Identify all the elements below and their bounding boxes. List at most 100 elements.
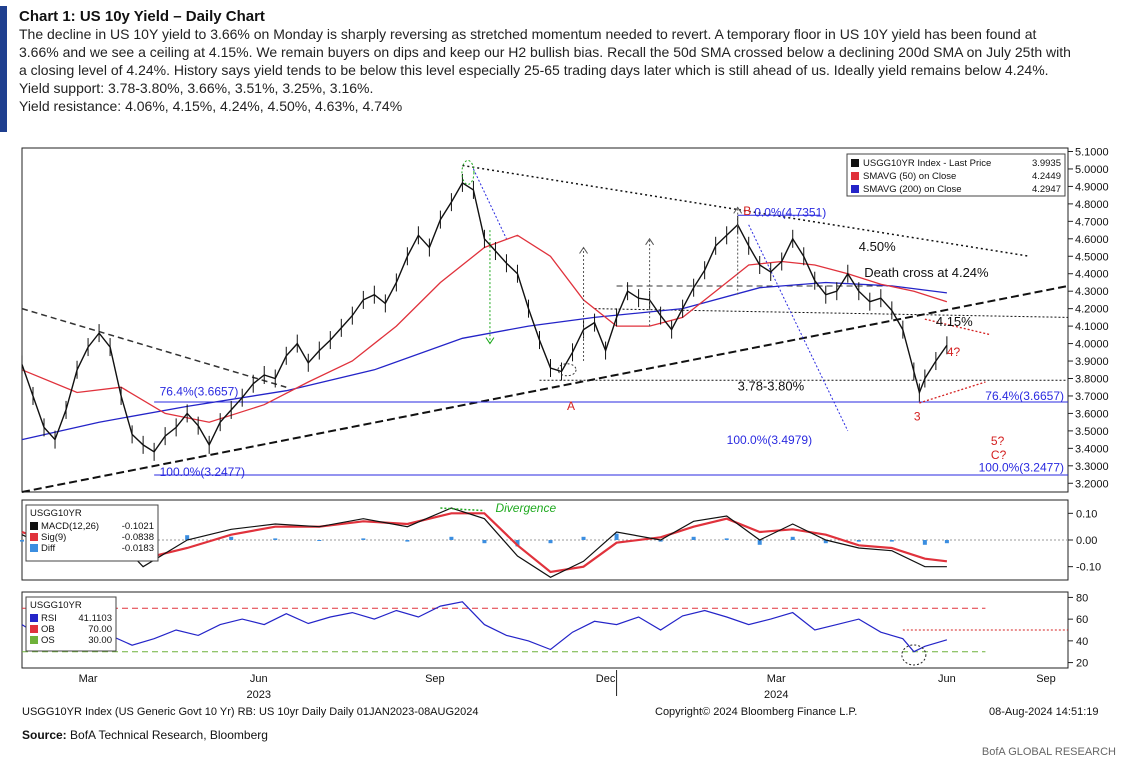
price-ytick-label: 3.8000	[1075, 373, 1109, 385]
x-tick-label: Dec	[596, 673, 616, 685]
macd-diff-bar	[361, 538, 366, 540]
price-ytick-label: 3.2000	[1075, 478, 1109, 490]
fib-764-left-label: 76.4%(3.6657)	[160, 385, 239, 399]
macd-diff-bar	[185, 535, 190, 540]
x-tick-label: Mar	[767, 673, 786, 685]
price-ytick-label: 3.3000	[1075, 461, 1109, 473]
price-panel: 5.1000 5.0000 4.9000 4.8000 4.7000 4.6000 4.50…	[21, 146, 1109, 493]
death-cross-label: Death cross at 4.24%	[864, 265, 989, 280]
chart-header: Chart 1: US 10y Yield – Daily Chart The …	[0, 6, 1122, 132]
macd-diff-bar	[482, 540, 487, 544]
legend-value: -0.1021	[122, 521, 154, 532]
macd-diff-bar	[757, 540, 762, 545]
x-tick-label: Jun	[938, 673, 956, 685]
legend-label: Sig(9)	[41, 532, 66, 543]
label-cq: C?	[991, 448, 1007, 462]
macd-diff-bar	[614, 533, 619, 540]
rsi-legend-title: USGG10YR	[30, 600, 82, 611]
description-line-3: a closing level of 4.24%. History says y…	[19, 62, 1049, 78]
rsi-panel: 80 60 40 20 USGG10YR RSI 41.1103 OB 70.00 OS 30.00	[21, 591, 1088, 670]
price-ytick-label: 5.0000	[1075, 164, 1109, 176]
footer-copyright: Copyright© 2024 Bloomberg Finance L.P.	[655, 706, 858, 718]
source-line: Source: BofA Technical Research, Bloombe…	[22, 728, 268, 742]
year-label: 2024	[764, 689, 788, 700]
price-ytick-label: 3.7000	[1075, 391, 1109, 403]
target-arrow-3-head	[733, 206, 743, 214]
macd-diff-bar	[273, 538, 278, 540]
fib-100-right-label: 100.0%(3.2477)	[979, 461, 1064, 475]
description-line-1: The decline in US 10Y yield to 3.66% on …	[19, 26, 1037, 42]
fib-top-label: 0.0%(4.7351)	[754, 206, 826, 220]
rsi-ytick-label: 80	[1076, 592, 1088, 604]
chart-area: 5.1000 5.0000 4.9000 4.8000 4.7000 4.6000 4.50…	[20, 146, 1109, 700]
yield-resistance-line: Yield resistance: 4.06%, 4.15%, 4.24%, 4…	[19, 98, 403, 114]
level-415-label: 4.15%	[936, 314, 973, 329]
macd-diff-bar	[581, 536, 586, 540]
rsi-ytick-label: 20	[1076, 658, 1088, 670]
year-label: 2023	[246, 689, 270, 700]
macd-diff-bar	[889, 540, 894, 542]
legend-label: RSI	[41, 613, 57, 624]
falling-resistance-line	[462, 164, 1030, 258]
macd-ytick-label: 0.10	[1076, 508, 1097, 520]
x-tick-label: Sep	[1036, 673, 1056, 685]
legend-value: 3.9935	[1032, 158, 1061, 169]
macd-diff-bar	[922, 540, 927, 545]
price-ytick-label: 5.1000	[1075, 146, 1109, 158]
legend-swatch	[851, 159, 859, 167]
price-ytick-label: 3.5000	[1075, 426, 1109, 438]
sma50-line	[21, 234, 948, 423]
rsi-legend-box	[25, 596, 117, 652]
x-tick-label: Sep	[425, 673, 445, 685]
macd-diff-bar	[944, 540, 949, 544]
price-ytick-label: 4.1000	[1075, 321, 1109, 333]
x-tick-label: Jun	[250, 673, 268, 685]
macd-panel: 0.10 0.00 -0.10 Divergence USGG10YR MACD(12,2…	[20, 499, 1101, 581]
legend-swatch	[30, 625, 38, 633]
projection-down-line	[924, 318, 992, 336]
rsi-panel-frame	[21, 591, 1069, 669]
legend-label: OS	[41, 635, 55, 646]
macd-diff-bar	[691, 536, 696, 540]
source-label: Source:	[22, 728, 67, 742]
x-tick-label: Mar	[79, 673, 98, 685]
macd-legend-box	[25, 504, 159, 562]
legend-swatch	[30, 614, 38, 622]
price-ytick-label: 4.5000	[1075, 251, 1109, 263]
legend-value: 4.2947	[1032, 184, 1061, 195]
green-arrow-head	[485, 337, 495, 345]
rsi-ytick-label: 60	[1076, 614, 1088, 626]
legend-value: 4.2449	[1032, 171, 1061, 182]
divergence-label: Divergence	[495, 501, 556, 515]
price-ytick-label: 3.6000	[1075, 408, 1109, 420]
price-ytick-label: 4.8000	[1075, 199, 1109, 211]
price-legend: USGG10YR Index - Last Price 3.9935 SMAVG (…	[846, 153, 1066, 197]
legend-swatch	[851, 185, 859, 193]
price-ytick-label: 4.2000	[1075, 304, 1109, 316]
level-378-label: 3.78-3.80%	[738, 379, 805, 394]
rsi-oversold-ellipse	[901, 644, 927, 666]
macd-diff-bar	[515, 540, 520, 547]
rsi-ytick-label: 40	[1076, 636, 1088, 648]
label-a: A	[567, 399, 575, 413]
label-3: 3	[914, 409, 921, 423]
price-ytick-label: 4.4000	[1075, 269, 1109, 281]
legend-swatch	[30, 544, 38, 552]
macd-legend-title: USGG10YR	[30, 508, 82, 519]
price-ytick-label: 4.7000	[1075, 216, 1109, 228]
legend-value: 41.1103	[78, 613, 112, 624]
macd-ytick-label: 0.00	[1076, 535, 1097, 547]
price-panel-frame	[21, 147, 1069, 493]
projection-up-line	[919, 381, 986, 404]
left-downtrend-line	[21, 307, 287, 388]
legend-swatch	[30, 636, 38, 644]
macd-diff-bar	[317, 540, 322, 541]
rsi-line	[21, 601, 948, 653]
legend-value: 30.00	[88, 635, 112, 646]
description-line-2: 3.66% and we see a ceiling at 4.15%. We …	[19, 44, 1071, 60]
macd-diff-bar	[229, 536, 234, 540]
label-b: B	[743, 204, 751, 218]
macd-signal-line	[21, 512, 948, 574]
macd-diff-bar	[724, 538, 729, 540]
label-5q: 5?	[991, 434, 1005, 448]
